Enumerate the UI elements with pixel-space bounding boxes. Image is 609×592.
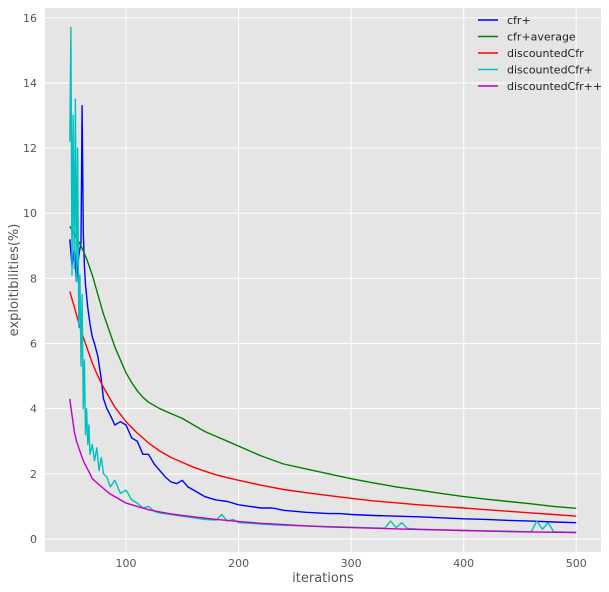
legend-entry: cfr+ <box>507 14 531 27</box>
legend-entry: discountedCfr+ <box>507 64 593 77</box>
y-tick-label: 8 <box>30 272 37 285</box>
y-tick-label: 2 <box>30 468 37 481</box>
x-axis-ticks: 100 200 300 400 500 <box>116 557 587 570</box>
grid <box>45 8 601 552</box>
x-tick-label: 100 <box>116 557 137 570</box>
x-tick-label: 400 <box>453 557 474 570</box>
legend: cfr+ cfr+average discountedCfr discountedCf… <box>478 14 602 93</box>
y-axis-label: exploitibilities(%) <box>7 224 22 337</box>
x-tick-label: 200 <box>228 557 249 570</box>
y-axis-ticks: 0 2 4 6 8 10 12 14 16 <box>23 12 37 546</box>
plot-background <box>45 8 601 552</box>
legend-entry: discountedCfr <box>507 47 584 60</box>
series-layer <box>69 26 577 534</box>
y-tick-label: 10 <box>23 207 37 220</box>
y-tick-label: 12 <box>23 142 37 155</box>
y-tick-label: 16 <box>23 12 37 25</box>
legend-entry: cfr+average <box>507 31 576 44</box>
y-tick-label: 14 <box>23 77 37 90</box>
y-tick-label: 0 <box>30 533 37 546</box>
x-axis-label: iterations <box>292 571 354 586</box>
series-line-discountedCfr+ <box>69 26 577 534</box>
series-line-cfr+ <box>69 104 577 524</box>
series-line-discountedCfr <box>69 291 577 517</box>
y-tick-label: 6 <box>30 338 37 351</box>
y-tick-label: 4 <box>30 403 37 416</box>
series-line-cfr+average <box>69 225 577 509</box>
x-tick-label: 300 <box>341 557 362 570</box>
series-line-discountedCfr++ <box>69 398 577 534</box>
legend-entry: discountedCfr++ <box>507 80 602 93</box>
x-tick-label: 500 <box>566 557 587 570</box>
